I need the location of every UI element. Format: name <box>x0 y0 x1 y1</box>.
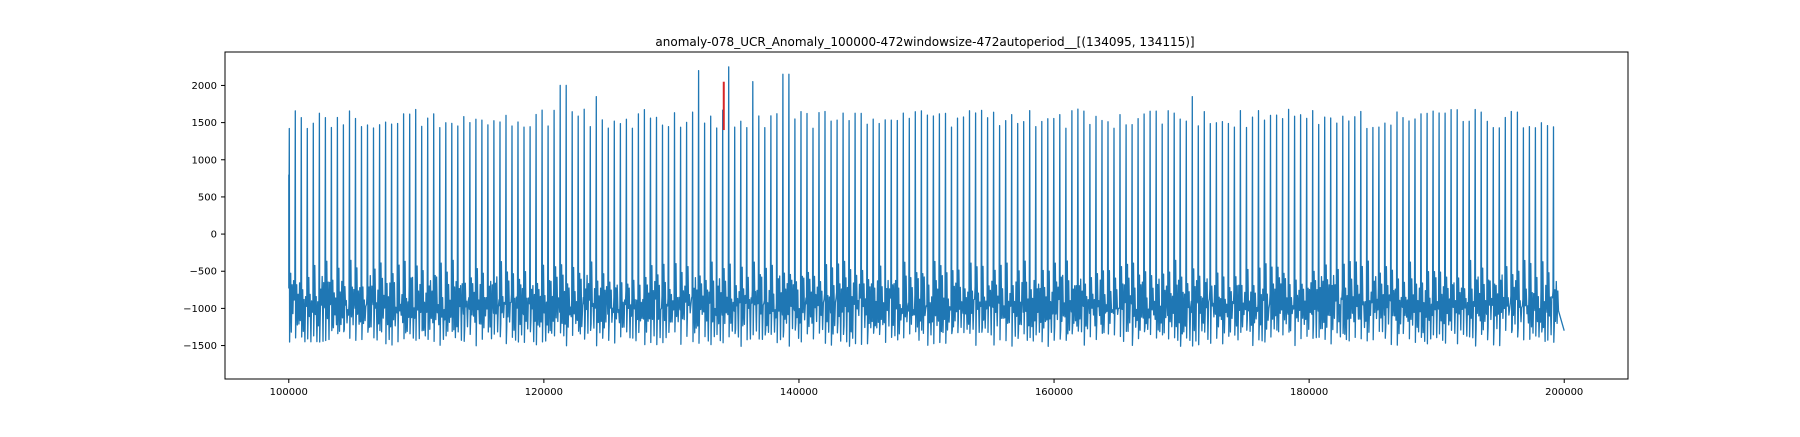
y-tick-label: 500 <box>198 192 217 203</box>
x-tick-label: 120000 <box>525 387 563 398</box>
y-tick-label: 0 <box>211 230 217 241</box>
y-tick-label: −1500 <box>183 341 217 352</box>
y-tick-label: 1500 <box>192 118 217 129</box>
y-tick-label: 2000 <box>192 81 217 92</box>
x-tick-label: 180000 <box>1290 387 1328 398</box>
chart-title: anomaly-078_UCR_Anomaly_100000-472window… <box>655 35 1194 49</box>
plot-frame <box>224 51 1629 380</box>
y-tick-label: 1000 <box>192 155 217 166</box>
y-tick-label: −500 <box>190 267 217 278</box>
y-tick-label: −1000 <box>183 304 217 315</box>
x-tick-label: 100000 <box>270 387 308 398</box>
plot-area <box>288 66 1565 347</box>
x-tick-label: 160000 <box>1035 387 1073 398</box>
axes: 100000 120000 140000 160000 180000 200000 −150… <box>183 51 1629 398</box>
series-line <box>288 66 1565 347</box>
x-tick-label: 140000 <box>780 387 818 398</box>
x-tick-label: 200000 <box>1545 387 1583 398</box>
